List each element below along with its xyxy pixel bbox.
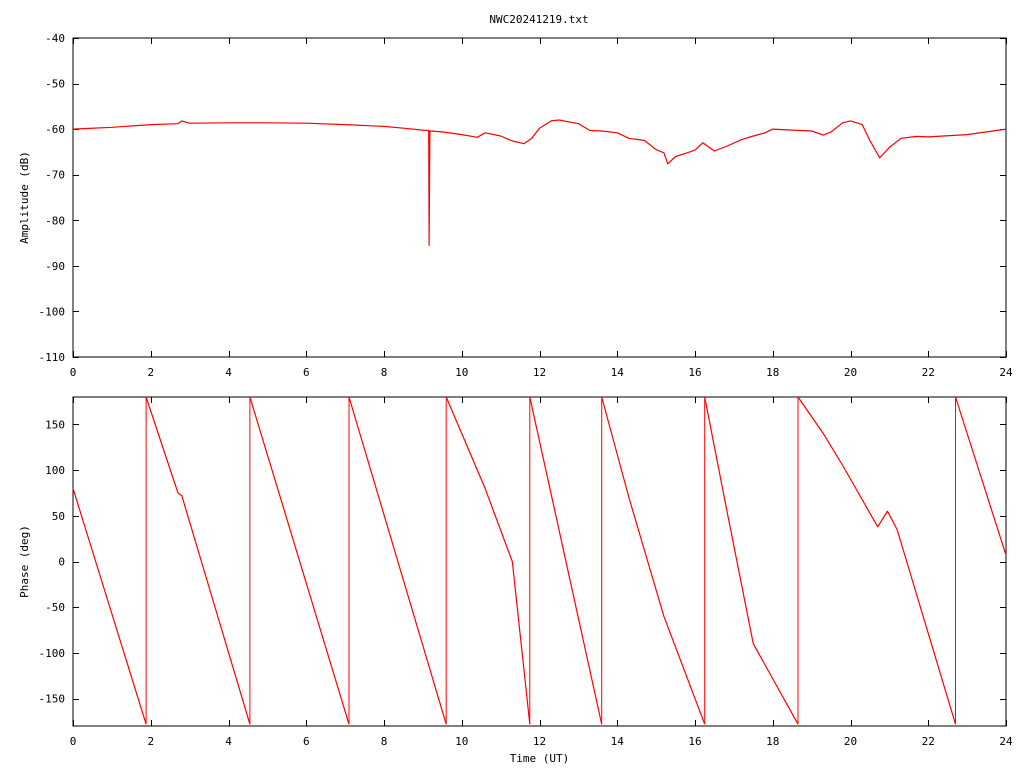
phase-y-tick-label: 150 <box>45 418 65 431</box>
phase-x-tick-label: 22 <box>922 735 935 748</box>
amplitude-x-tick-label: 14 <box>611 366 625 379</box>
amplitude-y-tick-label: -70 <box>45 169 65 182</box>
amplitude-x-tick-label: 20 <box>844 366 857 379</box>
amplitude-y-tick-label: -60 <box>45 123 65 136</box>
phase-x-axis-label: Time (UT) <box>510 752 570 765</box>
phase-x-tick-label: 4 <box>225 735 232 748</box>
amplitude-x-tick-label: 8 <box>381 366 388 379</box>
amplitude-y-tick-label: -80 <box>45 214 65 227</box>
amplitude-plot-frame <box>72 37 1007 358</box>
phase-y-tick-label: -100 <box>39 647 66 660</box>
phase-x-tick-label: 20 <box>844 735 857 748</box>
amplitude-x-tick-label: 10 <box>455 366 468 379</box>
phase-x-tick-label: 2 <box>147 735 154 748</box>
phase-x-tick-label: 16 <box>688 735 701 748</box>
amplitude-x-tick-label: 16 <box>688 366 701 379</box>
phase-y-axis-label: Phase (deg) <box>18 525 31 598</box>
phase-series-line <box>249 396 350 725</box>
amplitude-y-axis-label: Amplitude (dB) <box>18 151 31 244</box>
phase-series-line <box>954 396 1007 556</box>
amplitude-series-line <box>72 119 1007 246</box>
phase-x-tick-label: 10 <box>455 735 468 748</box>
amplitude-x-tick-label: 18 <box>766 366 779 379</box>
phase-series-line <box>445 396 531 725</box>
phase-y-tick-label: -50 <box>45 601 65 614</box>
phase-x-tick-label: 24 <box>999 735 1013 748</box>
phase-y-tick-label: -150 <box>39 693 66 706</box>
phase-series-line <box>529 396 603 725</box>
amplitude-x-tick-label: 22 <box>922 366 935 379</box>
phase-x-tick-label: 0 <box>70 735 77 748</box>
amplitude-y-tick-label: -110 <box>39 351 66 364</box>
phase-series-line <box>72 488 147 725</box>
phase-x-tick-label: 14 <box>611 735 625 748</box>
phase-panel: 0 2 4 6 8 10 12 14 16 18 20 22 24-150-100-5005010015… <box>18 396 1013 765</box>
amplitude-panel: 0 2 4 6 8 10 12 14 16 18 20 22 24-110-100-90-80-70-6… <box>18 32 1013 379</box>
amplitude-x-tick-label: 12 <box>533 366 546 379</box>
phase-y-tick-label: 0 <box>58 556 65 569</box>
amplitude-y-tick-label: -90 <box>45 260 65 273</box>
phase-x-tick-label: 12 <box>533 735 546 748</box>
phase-x-tick-label: 6 <box>303 735 310 748</box>
amplitude-y-tick-label: -50 <box>45 78 65 91</box>
phase-series-line <box>601 396 706 725</box>
phase-y-tick-label: 100 <box>45 464 65 477</box>
phase-series-line <box>348 396 447 725</box>
amplitude-x-tick-label: 4 <box>225 366 232 379</box>
amplitude-y-tick-label: -100 <box>39 305 66 318</box>
phase-series-line <box>797 396 957 725</box>
amplitude-x-tick-label: 2 <box>147 366 154 379</box>
phase-x-tick-label: 8 <box>381 735 388 748</box>
phase-plot-frame <box>72 396 1007 727</box>
phase-x-tick-label: 18 <box>766 735 779 748</box>
amplitude-x-tick-label: 0 <box>70 366 77 379</box>
phase-y-tick-label: 50 <box>52 510 65 523</box>
phase-series-line <box>145 396 251 725</box>
chart-title: NWC20241219.txt <box>489 13 588 26</box>
phase-series-line <box>704 396 799 725</box>
amplitude-x-tick-label: 6 <box>303 366 310 379</box>
amplitude-x-tick-label: 24 <box>999 366 1013 379</box>
amplitude-y-tick-label: -40 <box>45 32 65 45</box>
